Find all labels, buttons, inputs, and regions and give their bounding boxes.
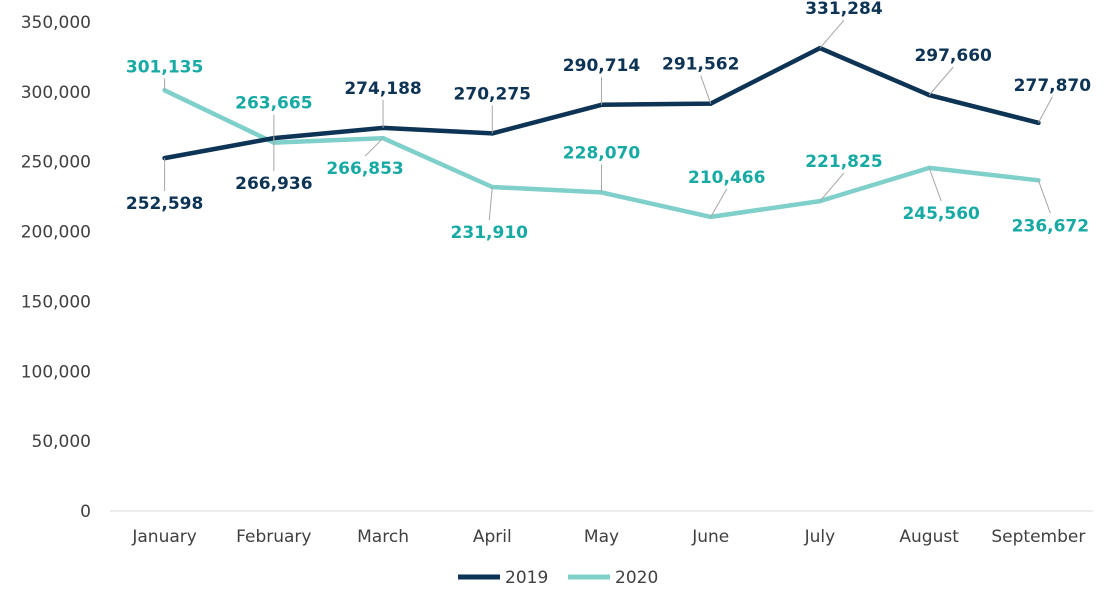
leader-line	[364, 137, 384, 157]
data-label-2020: 236,672	[1012, 216, 1089, 236]
y-axis: 0 50,000 100,000 150,000 200,000 250,000 300,0…	[21, 13, 91, 522]
x-tick-label: September	[991, 527, 1085, 547]
data-label-2019: 274,188	[344, 79, 421, 99]
x-tick-label: April	[473, 527, 512, 547]
x-tick-label: February	[236, 527, 311, 547]
data-label-2020: 245,560	[902, 204, 980, 224]
data-label-2020: 266,853	[326, 159, 403, 179]
x-tick-label: June	[691, 527, 729, 547]
y-tick-label: 350,000	[21, 13, 91, 33]
leader-line	[819, 19, 845, 49]
legend-label-2020: 2020	[615, 568, 658, 588]
y-tick-label: 100,000	[21, 362, 91, 382]
data-label-2019: 270,275	[454, 84, 531, 104]
data-label-2019: 331,284	[805, 0, 883, 19]
y-tick-label: 150,000	[21, 292, 91, 312]
y-tick-label: 200,000	[21, 223, 91, 243]
x-tick-label: March	[357, 527, 409, 547]
leader-line	[1037, 180, 1051, 214]
data-label-2019: 252,598	[126, 194, 203, 214]
leader-line	[819, 172, 845, 202]
y-tick-label: 300,000	[21, 83, 91, 103]
data-label-2020: 221,825	[805, 152, 882, 172]
legend-label-2019: 2019	[505, 568, 548, 588]
data-label-2020: 210,466	[688, 168, 765, 188]
y-tick-label: 50,000	[32, 432, 91, 452]
data-point-2019	[708, 101, 713, 106]
data-label-2019: 291,562	[662, 55, 739, 75]
data-point-2020	[162, 88, 167, 93]
y-tick-label: 0	[80, 502, 91, 522]
leader-line	[710, 188, 728, 218]
data-label-2020: 228,070	[563, 143, 641, 163]
y-tick-label: 250,000	[21, 153, 91, 173]
data-label-2019: 277,870	[1014, 76, 1092, 96]
leader-line	[488, 186, 493, 221]
x-tick-label: May	[584, 527, 619, 547]
legend: 2019 2020	[458, 568, 658, 588]
data-label-2020: 263,665	[235, 94, 312, 114]
data-label-2019: 297,660	[914, 46, 992, 66]
leader-line	[928, 66, 954, 96]
leader-line	[700, 75, 712, 104]
x-tick-label: January	[131, 527, 196, 547]
x-axis: January February March April May June July Augu…	[110, 510, 1093, 547]
x-tick-label: August	[899, 527, 959, 547]
data-label-2019: 290,714	[563, 56, 641, 76]
x-tick-label: July	[804, 527, 836, 547]
data-point-2019	[1036, 120, 1041, 125]
data-label-2019: 266,936	[235, 174, 312, 194]
data-label-2020: 301,135	[126, 57, 203, 77]
data-label-2020: 231,910	[451, 223, 529, 243]
leader-line	[928, 167, 942, 202]
leader-line	[1037, 96, 1053, 124]
data-label-layer: 252,598 266,936 274,188 270,275 290,714 291,5…	[126, 0, 1091, 243]
